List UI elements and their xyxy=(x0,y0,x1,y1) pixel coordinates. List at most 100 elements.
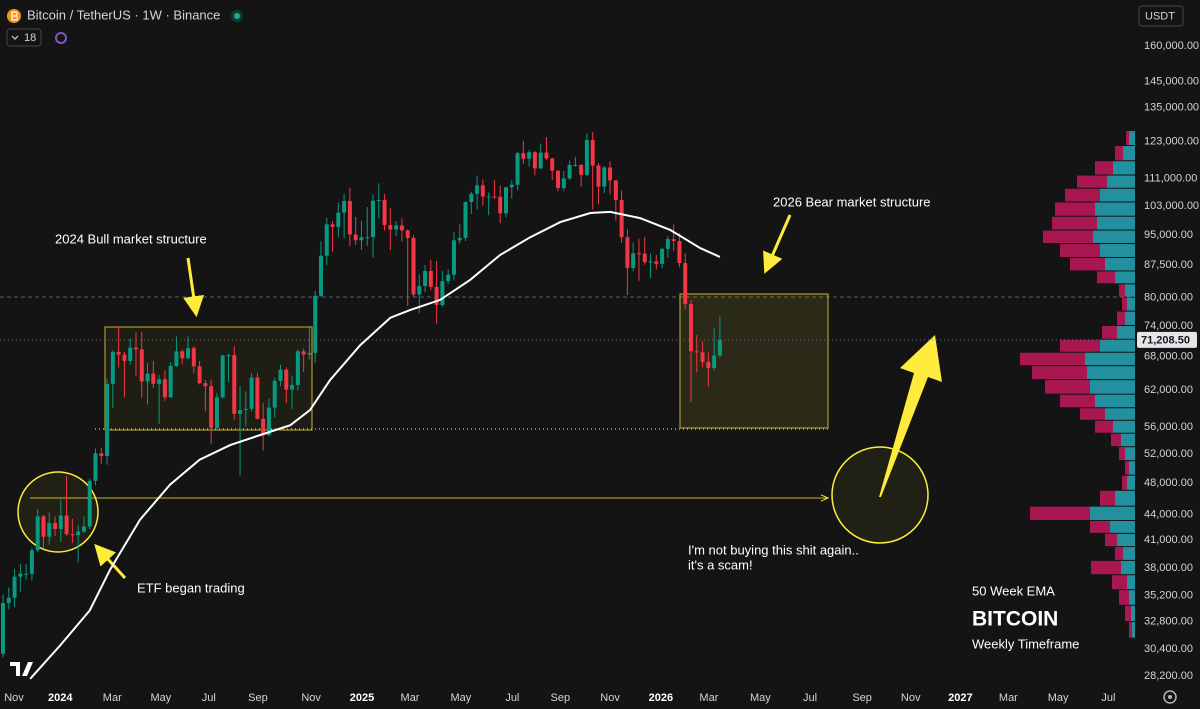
candle-body xyxy=(700,352,705,363)
x-tick-label: May xyxy=(150,692,171,704)
x-tick-label: Jul xyxy=(1101,692,1115,704)
candle-body xyxy=(463,202,468,238)
profile-down xyxy=(1091,560,1121,575)
candle-body xyxy=(76,531,81,536)
y-tick-label: 68,000.00 xyxy=(1144,351,1193,363)
candle-body xyxy=(636,253,641,255)
y-tick-label: 95,000.00 xyxy=(1144,229,1193,241)
profile-down xyxy=(1126,131,1129,145)
candle-body xyxy=(619,199,624,238)
candle-body xyxy=(440,281,445,305)
indicator-toggle[interactable] xyxy=(6,28,42,47)
candle-body xyxy=(359,237,364,241)
x-tick-label: 2024 xyxy=(48,692,73,704)
candle-body xyxy=(29,550,34,574)
candle-body xyxy=(58,515,63,530)
profile-up xyxy=(1105,408,1135,420)
candle-body xyxy=(272,380,277,408)
indicator-count: 18 xyxy=(24,32,36,44)
x-tick-label: Jul xyxy=(505,692,519,704)
candle-body xyxy=(388,225,393,230)
y-tick-label: 87,500.00 xyxy=(1144,259,1193,271)
candle-body xyxy=(648,261,653,263)
candle-body xyxy=(41,516,46,537)
y-tick-label: 145,000.00 xyxy=(1144,76,1199,88)
profile-up xyxy=(1093,230,1135,244)
profile-up xyxy=(1110,520,1135,533)
candle-body xyxy=(532,152,537,169)
x-tick-label: Sep xyxy=(852,692,872,704)
profile-down xyxy=(1100,490,1115,506)
candle-body xyxy=(353,234,358,241)
profile-down xyxy=(1115,145,1123,161)
range-box xyxy=(104,326,313,431)
candle-body xyxy=(1,603,6,654)
candle-body xyxy=(53,523,58,530)
candle-body xyxy=(376,199,381,201)
candle-body xyxy=(35,516,40,551)
candle-body xyxy=(492,196,497,198)
y-tick-label: 52,000.00 xyxy=(1144,448,1193,460)
candle-body xyxy=(64,515,69,535)
candle-body xyxy=(521,153,526,159)
profile-down xyxy=(1117,311,1125,326)
candle-body xyxy=(168,365,173,398)
profile-up xyxy=(1105,257,1135,271)
settings-icon[interactable] xyxy=(1163,690,1177,704)
currency-box[interactable] xyxy=(1138,5,1184,27)
y-tick-label: 35,200.00 xyxy=(1144,590,1193,602)
y-tick-label: 62,000.00 xyxy=(1144,384,1193,396)
profile-down xyxy=(1125,461,1129,475)
profile-down xyxy=(1032,366,1087,380)
profile-up xyxy=(1125,311,1135,326)
candle-body xyxy=(284,369,289,390)
profile-up xyxy=(1127,575,1135,590)
candle-body xyxy=(544,152,549,159)
y-tick-label: 56,000.00 xyxy=(1144,421,1193,433)
symbol: Bitcoin / TetherUS · 1W · Binance xyxy=(27,7,220,22)
y-tick-label: 123,000.00 xyxy=(1144,135,1199,147)
x-tick-label: Mar xyxy=(999,692,1018,704)
x-tick-label: 2026 xyxy=(649,692,673,704)
candle-body xyxy=(47,523,52,537)
candle-body xyxy=(538,152,543,169)
candle-body xyxy=(417,286,422,295)
profile-up xyxy=(1129,461,1135,475)
candle-body xyxy=(527,152,532,159)
profile-down xyxy=(1119,284,1125,297)
y-tick-label: 111,000.00 xyxy=(1144,173,1197,185)
profile-down xyxy=(1090,520,1110,533)
sync-icon[interactable] xyxy=(55,32,67,44)
candle-body xyxy=(347,200,352,235)
candle-body xyxy=(342,200,347,213)
annotation: ETF began trading xyxy=(137,580,245,595)
candle-body xyxy=(157,379,162,384)
candle-body xyxy=(12,576,17,598)
y-tick-label: 32,800.00 xyxy=(1144,615,1193,627)
profile-up xyxy=(1115,271,1135,284)
candle-body xyxy=(423,270,428,287)
candle-body xyxy=(631,253,636,269)
x-tick-label: Jul xyxy=(803,692,817,704)
big-arrow xyxy=(879,335,942,497)
candle-body xyxy=(671,239,676,242)
candle-body xyxy=(688,304,693,352)
candle-body xyxy=(70,534,75,536)
candle-body xyxy=(365,237,370,239)
y-tick-label: 41,000.00 xyxy=(1144,534,1193,546)
y-tick-label: 80,000.00 xyxy=(1144,292,1193,304)
profile-down xyxy=(1065,188,1100,202)
candle-body xyxy=(209,386,214,428)
profile-down xyxy=(1095,161,1113,175)
candle-body xyxy=(24,573,29,575)
profile-down xyxy=(1115,547,1123,560)
arrow xyxy=(183,257,204,318)
annotation: 2026 Bear market structure xyxy=(773,194,931,209)
candle-body xyxy=(186,348,191,359)
candle-body xyxy=(411,237,416,295)
profile-up xyxy=(1125,284,1135,297)
highlight-circle xyxy=(17,471,99,553)
candle-body xyxy=(249,377,254,409)
candle-body xyxy=(110,351,115,384)
